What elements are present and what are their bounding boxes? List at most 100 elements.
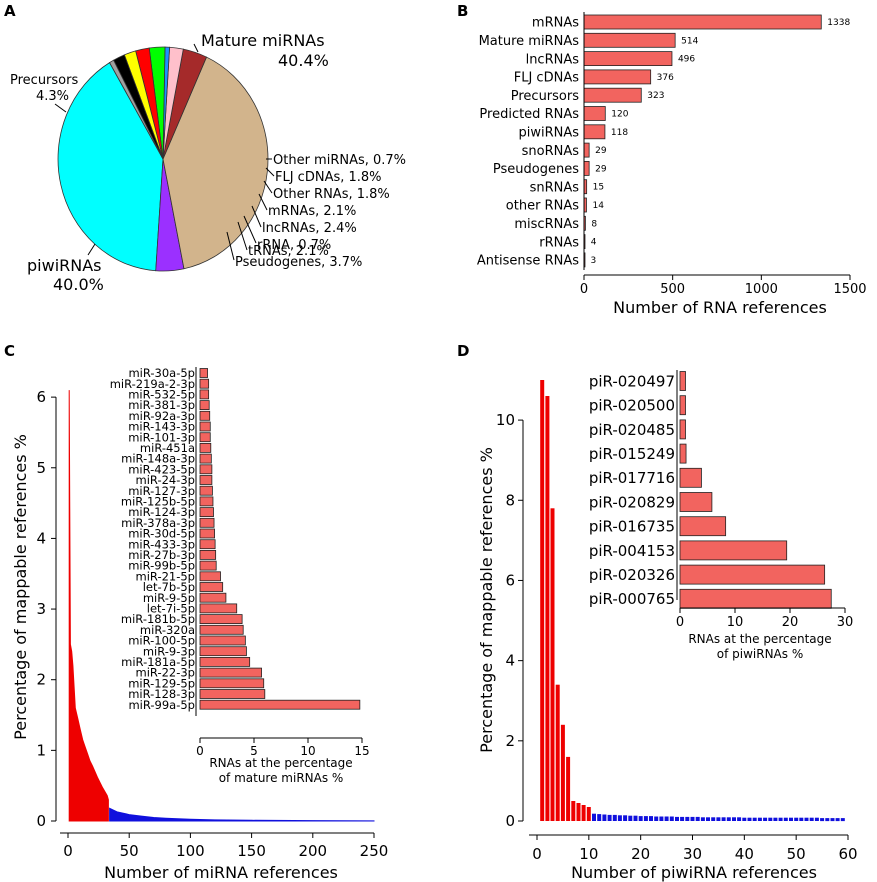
chart-c-inset-bar-mir-125b-5p <box>199 496 214 507</box>
chart-c-inset-label-mir-99b-5p: miR-99b-5p <box>128 559 195 573</box>
chart-d-inset-bar-pir-017716 <box>679 467 702 488</box>
chart-b-label-mrnas: mRNAs <box>532 16 579 31</box>
chart-d-bar-6 <box>566 756 571 821</box>
pie-label-mrnas: mRNAs, 2.1% <box>268 204 356 219</box>
chart-d-bar-1 <box>540 380 545 821</box>
chart-c-x-tick-label-100: 100 <box>176 842 205 860</box>
chart-d-bar-19 <box>633 815 638 821</box>
pie-pct-piwi: 40.0% <box>53 275 104 294</box>
chart-d-bar-29 <box>685 816 690 821</box>
chart-c-inset-bar-mir-24-3p <box>199 475 213 485</box>
chart-d-inset-label-pir-020829: piR-020829 <box>589 493 675 511</box>
chart-d-bar-13 <box>602 814 607 821</box>
chart-c-inset-label-mir-143-3p: miR-143-3p <box>128 420 195 434</box>
chart-c-xlabel: Number of miRNA references <box>104 863 338 882</box>
chart-c-inset-bar-mir-320a <box>199 624 244 635</box>
chart-d-bar-25 <box>664 816 669 821</box>
chart-d-x-tick-label-30: 30 <box>683 845 702 863</box>
chart-b-value-snornas: 29 <box>595 146 607 156</box>
chart-c-x-tick-label-50: 50 <box>120 842 139 860</box>
chart-d-bar-12 <box>597 814 602 821</box>
chart-c-inset-bar-let-7i-5p <box>199 603 238 614</box>
pie-slice-other-mirnas <box>109 59 164 160</box>
chart-c-inset-label-mir-27b-3p: miR-27b-3p <box>128 548 195 562</box>
chart-d: 0 10 20 30 40 50 60 0 2 4 6 8 10 <box>496 380 858 863</box>
chart-c-inset-label-mir-128-3p: miR-128-3p <box>128 687 195 701</box>
chart-c-y-tick-label-5: 5 <box>36 459 46 477</box>
chart-d-bar-17 <box>623 815 628 821</box>
chart-c-inset-bar-let-7b-5p <box>199 582 224 592</box>
chart-d-bar-39 <box>737 817 742 821</box>
chart-b-label-flj-cdnas: FLJ cDNAs <box>514 71 579 86</box>
chart-c-inset-label-mir-100-5p: miR-100-5p <box>128 634 195 648</box>
chart-d-bar-37 <box>726 817 731 821</box>
chart-d-inset-bar-pir-000765 <box>679 588 832 609</box>
chart-d-bar-11 <box>592 813 596 821</box>
chart-b-label-miscrnas: miscRNAs <box>514 217 579 232</box>
chart-c-inset-bar-mir-9-3p <box>199 646 247 657</box>
chart-d-y-tick-label-4: 4 <box>505 652 515 670</box>
chart-d-inset-xlabel-line1: RNAs at the percentage <box>688 632 831 646</box>
chart-c-inset-bar-mir-378a-3p <box>199 517 215 528</box>
pie-label-trnas: tRNAs, 2.1% <box>248 244 329 259</box>
chart-b-bar-precursors <box>583 87 642 103</box>
chart-d-bar-10 <box>586 807 591 821</box>
chart-b-bar-snornas <box>583 142 590 158</box>
chart-c-inset-bar-mir-219a-2-3p <box>199 378 210 389</box>
chart-c-inset-bar-mir-128-3p <box>199 689 266 699</box>
chart-c-inset-label-mir-181a-5p: miR-181a-5p <box>121 655 195 669</box>
chart-c-inset-bar-mir-148a-3p <box>199 453 212 464</box>
chart-d-bar-33 <box>706 817 710 821</box>
chart-d-bar-22 <box>649 816 653 821</box>
pie-label-other-mirnas: Other miRNAs, 0.7% <box>273 153 406 168</box>
chart-c-inset-bar-mir-423-5p <box>199 464 213 475</box>
chart-d-bar-20 <box>638 816 643 821</box>
chart-c-inset-bar-mir-433-3p <box>199 539 216 550</box>
chart-c-y-tick-label-4: 4 <box>36 529 46 547</box>
chart-d-inset-bar-pir-020326 <box>679 564 826 585</box>
chart-b-x-tick-label-1000: 1000 <box>745 282 778 297</box>
chart-d-inset-bar-pir-020500 <box>679 395 686 416</box>
chart-d-bar-52 <box>804 817 809 821</box>
chart-d-xlabel: Number of piwiRNA references <box>571 863 817 882</box>
chart-c-inset-xlabel-line2: of mature miRNAs % <box>219 771 344 785</box>
chart-d-bar-8 <box>576 803 581 821</box>
chart-c-inset: miR-30a-5pmiR-219a-2-3pmiR-532-5pmiR-381… <box>110 366 370 758</box>
chart-b-label-other-rnas: other RNAs <box>506 199 579 214</box>
chart-b-x-tick-label-500: 500 <box>660 282 685 297</box>
pie-label-precursors: Precursors <box>10 73 78 88</box>
chart-d-inset-xlabel-line2: of piwiRNAs % <box>717 647 803 661</box>
chart-d-inset-label-pir-000765: piR-000765 <box>589 590 675 608</box>
chart-c-inset-bar-mir-101-3p <box>199 432 211 443</box>
chart-b-x-tick-label-1500: 1500 <box>833 282 866 297</box>
chart-d-y-tick-label-6: 6 <box>505 571 515 589</box>
chart-d-bar-47 <box>778 817 783 821</box>
chart-b-value-miscrnas: 8 <box>591 219 597 229</box>
chart-d-x-tick-label-20: 20 <box>631 845 650 863</box>
chart-b-label-predicted-rnas: Predicted RNAs <box>479 107 579 122</box>
chart-c-y-tick-label-6: 6 <box>36 388 46 406</box>
chart-c-y-tick-label-3: 3 <box>36 600 46 618</box>
chart-d-bar-45 <box>768 817 773 821</box>
chart-d-x-tick-label-40: 40 <box>735 845 754 863</box>
chart-d-inset-label-pir-015249: piR-015249 <box>589 445 675 463</box>
pie-label-flj: FLJ cDNAs, 1.8% <box>275 170 382 185</box>
chart-d-inset: piR-020497 piR-020500 piR-020485 piR-015249… <box>589 370 853 630</box>
chart-c-x-tick-label-0: 0 <box>63 842 73 860</box>
chart-d-bar-56 <box>825 818 830 822</box>
chart-b-bar-predicted-rnas <box>583 106 606 121</box>
chart-d-inset-x-tick-label-0: 0 <box>676 615 684 630</box>
chart-c-inset-label-mir-124-3p: miR-124-3p <box>128 505 195 519</box>
chart-b-value-snrnas: 15 <box>593 183 604 193</box>
chart-d-bar-44 <box>763 817 768 821</box>
chart-c-inset-label-mir-22-3p: miR-22-3p <box>136 666 195 680</box>
chart-c-inset-label-mir-532-5p: miR-532-5p <box>128 388 195 402</box>
chart-d-bar-32 <box>700 817 705 821</box>
chart-d-inset-bar-pir-020497 <box>679 371 686 391</box>
chart-d-bar-57 <box>830 818 835 822</box>
leader-mature <box>193 43 199 53</box>
chart-d-bar-48 <box>783 817 788 821</box>
chart-b-value-predicted-rnas: 120 <box>611 110 628 120</box>
chart-d-inset-label-pir-020497: piR-020497 <box>589 372 675 390</box>
